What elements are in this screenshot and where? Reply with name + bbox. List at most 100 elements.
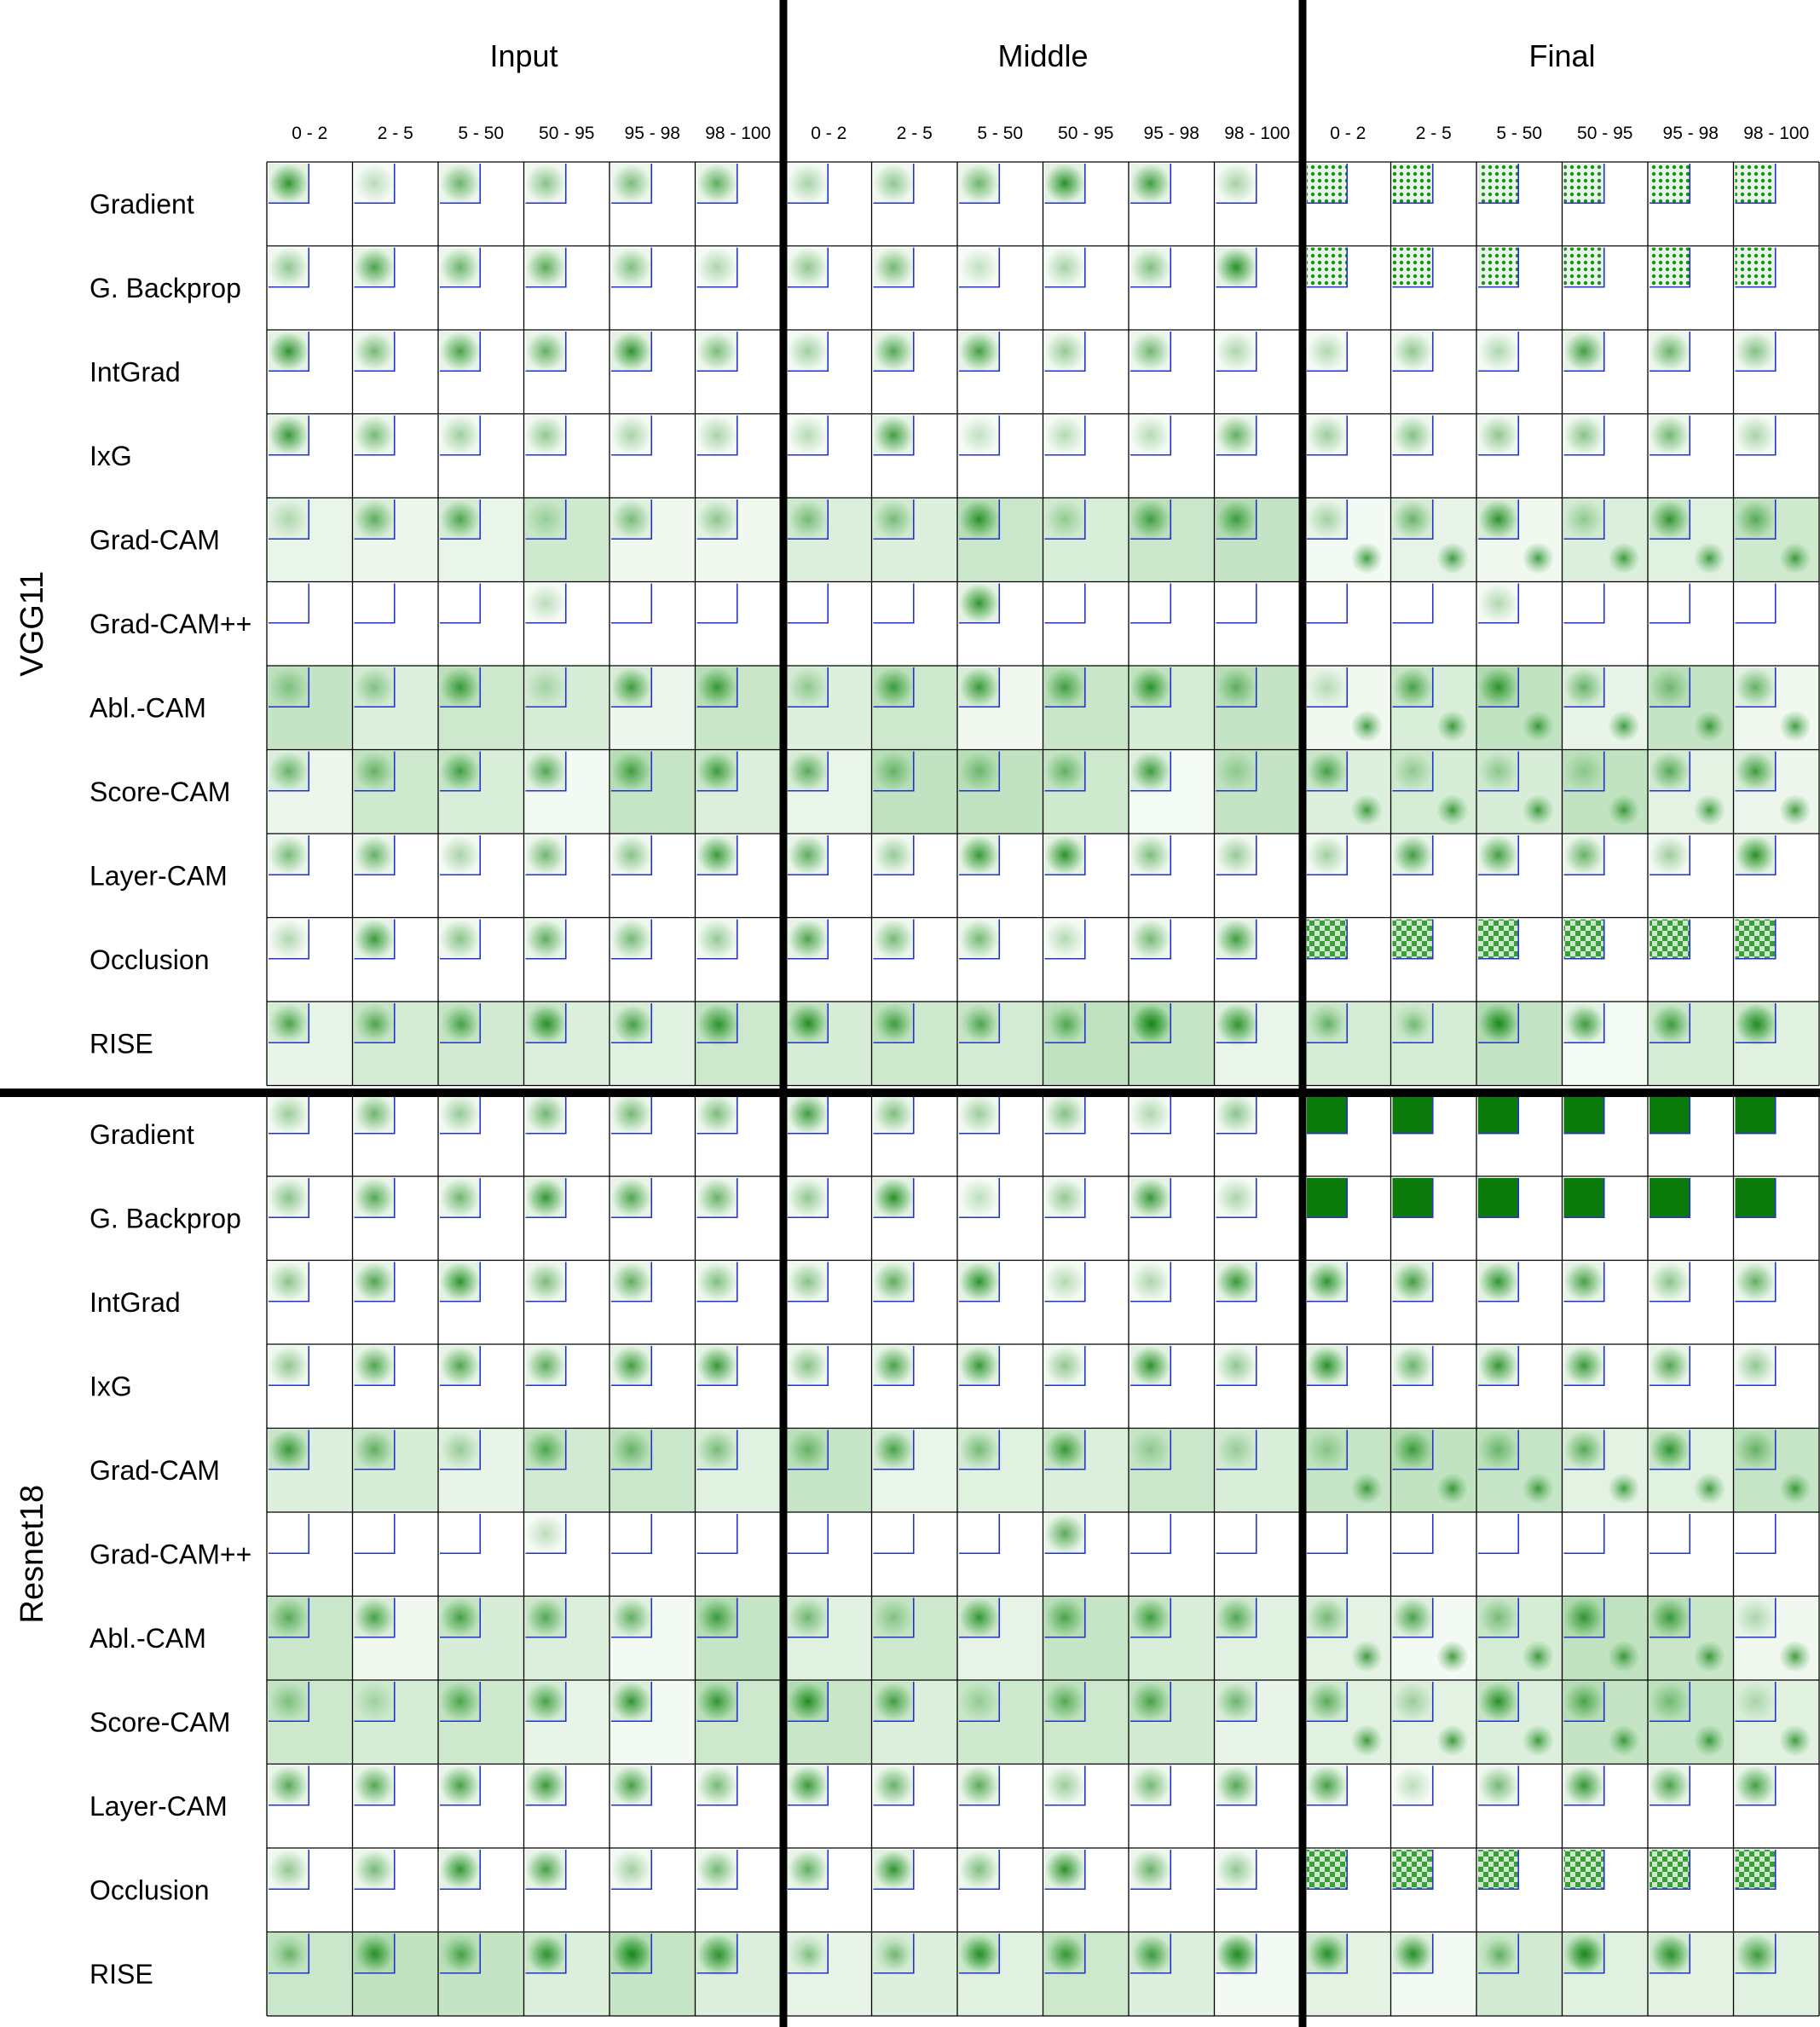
saliency-cell xyxy=(959,1094,1001,1135)
saliency-cell xyxy=(269,1262,310,1302)
saliency-cell xyxy=(1478,332,1520,372)
saliency-cell xyxy=(1563,415,1605,456)
saliency-cell xyxy=(1392,1178,1434,1219)
saliency-cell xyxy=(354,1262,396,1302)
saliency-cell xyxy=(786,1428,872,1512)
saliency-cell xyxy=(1130,415,1172,456)
saliency-cell xyxy=(354,415,396,456)
saliency-cell xyxy=(1733,1428,1819,1512)
saliency-cell xyxy=(611,415,653,456)
saliency-cell xyxy=(1476,1680,1563,1764)
saliency-cell xyxy=(1562,1596,1648,1680)
saliency-cell xyxy=(352,1002,438,1086)
saliency-cell xyxy=(871,1680,957,1764)
saliency-cell xyxy=(1216,919,1257,960)
saliency-cell xyxy=(1305,1932,1391,2016)
saliency-cell xyxy=(610,1002,696,1086)
saliency-cell xyxy=(1390,1596,1476,1680)
saliency-cell xyxy=(269,1094,310,1135)
saliency-cell xyxy=(440,1262,482,1302)
method-label: G. Backprop xyxy=(90,1203,241,1233)
saliency-cell xyxy=(1307,247,1349,288)
bin-header: 98 - 100 xyxy=(1224,124,1290,143)
method-label: Occlusion xyxy=(90,944,210,975)
saliency-cell xyxy=(1476,666,1563,750)
saliency-cell xyxy=(525,415,567,456)
saliency-cell xyxy=(696,583,738,624)
saliency-cell xyxy=(696,835,738,876)
saliency-cell xyxy=(1563,332,1605,372)
saliency-cell xyxy=(696,1094,738,1135)
bin-header: 0 - 2 xyxy=(811,124,846,143)
method-label: IntGrad xyxy=(90,1287,181,1318)
saliency-cell xyxy=(1305,666,1391,750)
saliency-cell xyxy=(1307,1262,1349,1302)
saliency-cell xyxy=(1478,1094,1520,1135)
saliency-cell xyxy=(957,1002,1043,1086)
saliency-cell xyxy=(1216,835,1257,876)
saliency-cell xyxy=(873,1094,915,1135)
saliency-cell xyxy=(873,1765,915,1806)
saliency-cell xyxy=(1476,1932,1563,2016)
saliency-cell xyxy=(1478,1346,1520,1387)
method-label: Gradient xyxy=(90,188,194,219)
method-label: IxG xyxy=(90,1371,132,1401)
saliency-cell xyxy=(1478,583,1520,624)
saliency-cell xyxy=(1129,1680,1215,1764)
saliency-cell xyxy=(786,1002,872,1086)
saliency-cell xyxy=(873,583,915,624)
saliency-cell xyxy=(1478,1765,1520,1806)
saliency-cell xyxy=(1307,1178,1349,1219)
method-label: Layer-CAM xyxy=(90,1791,228,1822)
saliency-cell xyxy=(1476,498,1563,582)
saliency-cell xyxy=(1735,332,1777,372)
saliency-cell xyxy=(1216,1850,1257,1891)
saliency-cell xyxy=(267,498,353,582)
saliency-cell xyxy=(438,1596,524,1680)
saliency-cell xyxy=(1214,1002,1300,1086)
saliency-cell xyxy=(1478,1850,1520,1891)
saliency-cell xyxy=(788,1514,829,1555)
saliency-cell xyxy=(1044,1765,1086,1806)
saliency-cell xyxy=(440,1178,482,1219)
saliency-cell xyxy=(1044,1850,1086,1891)
saliency-cell xyxy=(440,1346,482,1387)
bin-header: 95 - 98 xyxy=(625,124,680,143)
saliency-cell xyxy=(873,919,915,960)
saliency-cell xyxy=(269,1765,310,1806)
saliency-cell xyxy=(1563,1514,1605,1555)
saliency-cell xyxy=(788,332,829,372)
saliency-cell xyxy=(1216,415,1257,456)
saliency-cell xyxy=(354,1178,396,1219)
saliency-cell xyxy=(696,332,738,372)
saliency-cell xyxy=(1733,498,1819,582)
saliency-cell xyxy=(1307,1514,1349,1555)
saliency-cell xyxy=(525,835,567,876)
saliency-cell xyxy=(267,1680,353,1764)
saliency-cell xyxy=(1130,1514,1172,1555)
saliency-cell xyxy=(1305,1680,1391,1764)
saliency-cell xyxy=(695,749,781,834)
saliency-cell xyxy=(354,919,396,960)
saliency-cell xyxy=(1130,583,1172,624)
saliency-cell xyxy=(1650,164,1691,205)
saliency-cell xyxy=(523,1428,610,1512)
saliency-cell xyxy=(354,332,396,372)
bin-header: 5 - 50 xyxy=(977,124,1023,143)
saliency-cell xyxy=(786,666,872,750)
saliency-cell xyxy=(523,1002,610,1086)
saliency-cell xyxy=(440,919,482,960)
saliency-cell xyxy=(1735,1178,1777,1219)
saliency-cell xyxy=(1563,1262,1605,1302)
saliency-cell xyxy=(440,1850,482,1891)
method-label: G. Backprop xyxy=(90,273,241,303)
saliency-cell xyxy=(1733,1002,1819,1086)
saliency-cell xyxy=(696,1178,738,1219)
saliency-cell xyxy=(1044,835,1086,876)
saliency-cell xyxy=(438,498,524,582)
saliency-cell xyxy=(611,1178,653,1219)
bin-header: 5 - 50 xyxy=(458,124,504,143)
saliency-cell xyxy=(525,1262,567,1302)
saliency-cell xyxy=(957,1428,1043,1512)
saliency-cell xyxy=(269,919,310,960)
